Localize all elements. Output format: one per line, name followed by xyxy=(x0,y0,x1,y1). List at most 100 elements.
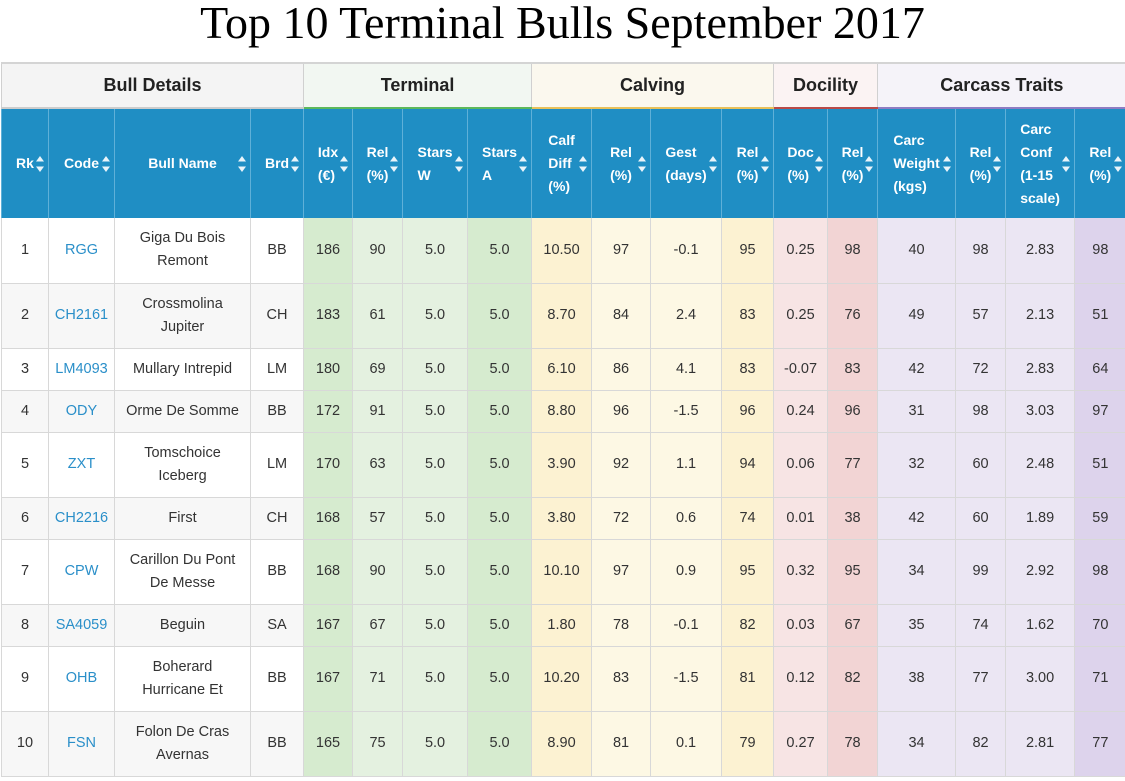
column-header-gest[interactable]: Gest (days) xyxy=(650,108,722,218)
sort-both-icon[interactable] xyxy=(339,155,349,173)
cell-rel5: 98 xyxy=(955,218,1006,284)
cell-name: Carillon Du Pont De Messe xyxy=(114,539,251,605)
cell-rel3: 79 xyxy=(721,711,774,777)
cell-rel1: 67 xyxy=(352,604,403,647)
cell-rel3: 83 xyxy=(721,348,774,391)
sort-both-icon[interactable] xyxy=(637,155,647,173)
sort-both-icon[interactable] xyxy=(518,155,528,173)
sort-both-icon[interactable] xyxy=(708,155,718,173)
table-row[interactable]: 5 ZXT Tomschoice Iceberg LM 170 63 5.0 5.0 3.90 92… xyxy=(1,432,1125,498)
cell-rel3: 95 xyxy=(721,218,774,284)
cell-rk: 3 xyxy=(1,348,49,391)
cell-code[interactable]: FSN xyxy=(48,711,115,777)
table-row[interactable]: 7 CPW Carillon Du Pont De Messe BB 168 90 5.0 5.… xyxy=(1,539,1125,605)
cell-rel4: 67 xyxy=(827,604,878,647)
table-row[interactable]: 2 CH2161 Crossmolina Jupiter CH 183 61 5.0 5.0 8.… xyxy=(1,283,1125,349)
cell-starsa: 5.0 xyxy=(467,348,532,391)
cell-calf: 10.10 xyxy=(531,539,592,605)
column-header-rk[interactable]: Rk xyxy=(1,108,49,218)
column-header-calf[interactable]: Calf Diff (%) xyxy=(531,108,592,218)
cell-starsa: 5.0 xyxy=(467,604,532,647)
cell-rel4: 78 xyxy=(827,711,878,777)
cell-carcw: 40 xyxy=(877,218,956,284)
column-header-rel6[interactable]: Rel (%) xyxy=(1074,108,1125,218)
sort-both-icon[interactable] xyxy=(814,155,824,173)
sort-both-icon[interactable] xyxy=(1113,155,1123,173)
table-row[interactable]: 6 CH2216 First CH 168 57 5.0 5.0 3.80 72 0.6 74 0.01… xyxy=(1,497,1125,540)
column-header-starsw[interactable]: Stars W xyxy=(402,108,468,218)
sort-both-icon[interactable] xyxy=(578,155,588,173)
sort-both-icon[interactable] xyxy=(35,155,45,173)
cell-gest: 0.9 xyxy=(650,539,722,605)
cell-starsa: 5.0 xyxy=(467,646,532,712)
table-row[interactable]: 3 LM4093 Mullary Intrepid LM 180 69 5.0 5.0 6.10… xyxy=(1,348,1125,391)
cell-idx: 167 xyxy=(303,646,353,712)
column-header-carcw[interactable]: Carc Weight (kgs) xyxy=(877,108,956,218)
cell-rel2: 81 xyxy=(591,711,651,777)
column-header-rel2[interactable]: Rel (%) xyxy=(591,108,651,218)
cell-starsw: 5.0 xyxy=(402,390,468,433)
sort-both-icon[interactable] xyxy=(454,155,464,173)
cell-code[interactable]: SA4059 xyxy=(48,604,115,647)
cell-carcc: 2.83 xyxy=(1005,218,1075,284)
sort-both-icon[interactable] xyxy=(1061,155,1071,173)
cell-brd: BB xyxy=(249,390,304,433)
cell-calf: 10.20 xyxy=(531,646,592,712)
cell-calf: 10.50 xyxy=(531,218,592,284)
table-row[interactable]: 8 SA4059 Beguin SA 167 67 5.0 5.0 1.80 78 -0.1 82 0.… xyxy=(1,604,1125,647)
cell-code[interactable]: CH2216 xyxy=(48,497,115,540)
cell-brd: BB xyxy=(249,646,304,712)
cell-starsw: 5.0 xyxy=(402,646,468,712)
cell-carcw: 42 xyxy=(877,348,956,391)
cell-brd: BB xyxy=(249,218,304,284)
cell-rel2: 97 xyxy=(591,218,651,284)
column-header-label: Brd xyxy=(264,155,290,172)
column-header-brd[interactable]: Brd xyxy=(249,108,304,218)
sort-both-icon[interactable] xyxy=(237,155,247,173)
cell-carcw: 42 xyxy=(877,497,956,540)
table-row[interactable]: 4 ODY Orme De Somme BB 172 91 5.0 5.0 8.80 96 -1.5… xyxy=(1,390,1125,433)
cell-rel5: 98 xyxy=(955,390,1006,433)
cell-code[interactable]: OHB xyxy=(48,646,115,712)
column-header-idx[interactable]: Idx (€) xyxy=(303,108,353,218)
table-row[interactable]: 1 RGG Giga Du Bois Remont BB 186 90 5.0 5.0 10.50… xyxy=(1,218,1125,284)
cell-code[interactable]: ZXT xyxy=(48,432,115,498)
column-header-doc[interactable]: Doc (%) xyxy=(773,108,828,218)
table-row[interactable]: 9 OHB Boherard Hurricane Et BB 167 71 5.0 5.0 10.… xyxy=(1,646,1125,712)
cell-rel2: 97 xyxy=(591,539,651,605)
cell-code[interactable]: RGG xyxy=(48,218,115,284)
column-header-label: Bull Name xyxy=(148,155,217,172)
column-header-carcc[interactable]: Carc Conf (1-15 scale) xyxy=(1005,108,1075,218)
cell-rel5: 99 xyxy=(955,539,1006,605)
column-header-name[interactable]: Bull Name xyxy=(114,108,251,218)
cell-calf: 1.80 xyxy=(531,604,592,647)
sort-both-icon[interactable] xyxy=(101,155,111,173)
cell-brd: CH xyxy=(249,283,304,349)
column-header-rel1[interactable]: Rel (%) xyxy=(352,108,403,218)
cell-code[interactable]: CH2161 xyxy=(48,283,115,349)
column-header-rel5[interactable]: Rel (%) xyxy=(955,108,1006,218)
column-header-code[interactable]: Code xyxy=(48,108,115,218)
column-header-rel4[interactable]: Rel (%) xyxy=(827,108,878,218)
cell-carcc: 2.13 xyxy=(1005,283,1075,349)
cell-code[interactable]: LM4093 xyxy=(48,348,115,391)
sort-both-icon[interactable] xyxy=(992,155,1002,173)
cell-rel2: 72 xyxy=(591,497,651,540)
sort-both-icon[interactable] xyxy=(864,155,874,173)
sort-both-icon[interactable] xyxy=(290,155,300,173)
table-row[interactable]: 10 FSN Folon De Cras Avernas BB 165 75 5.0 5.0 8.… xyxy=(1,711,1125,777)
cell-rk: 4 xyxy=(1,390,49,433)
group-header-row: Bull Details Terminal Calving Docility C… xyxy=(0,62,1125,109)
cell-carcc: 2.48 xyxy=(1005,432,1075,498)
cell-rel6: 70 xyxy=(1074,604,1125,647)
column-header-starsa[interactable]: Stars A xyxy=(467,108,532,218)
cell-rel6: 51 xyxy=(1074,283,1125,349)
cell-idx: 167 xyxy=(303,604,353,647)
column-header-rel3[interactable]: Rel (%) xyxy=(721,108,774,218)
sort-both-icon[interactable] xyxy=(760,155,770,173)
cell-code[interactable]: CPW xyxy=(48,539,115,605)
cell-code[interactable]: ODY xyxy=(48,390,115,433)
sort-both-icon[interactable] xyxy=(389,155,399,173)
sort-both-icon[interactable] xyxy=(942,155,952,173)
cell-rel3: 74 xyxy=(721,497,774,540)
